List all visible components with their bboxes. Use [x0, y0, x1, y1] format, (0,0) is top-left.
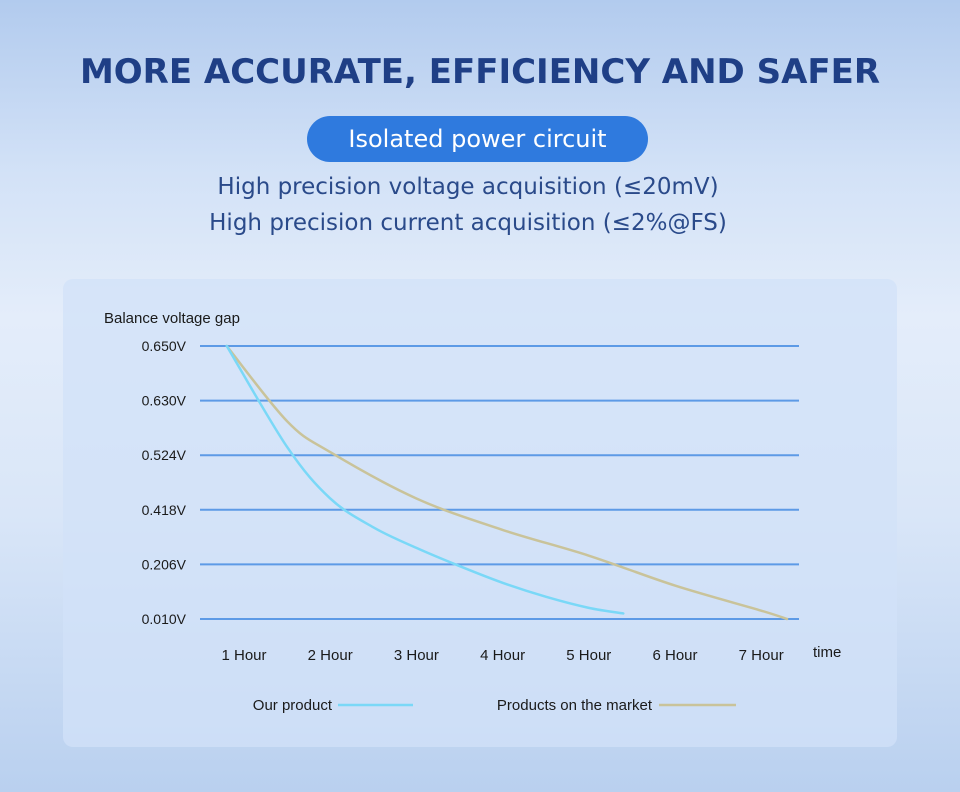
x-tick-label: 3 Hour	[394, 647, 439, 664]
y-tick-label: 0.524V	[142, 447, 187, 463]
chart-card	[63, 279, 897, 747]
x-tick-label: 4 Hour	[480, 647, 525, 664]
y-tick-label: 0.206V	[142, 556, 187, 572]
y-tick-label: 0.010V	[142, 611, 187, 627]
y-tick-label: 0.630V	[142, 393, 187, 409]
feature-badge: Isolated power circuit	[307, 116, 648, 162]
x-axis-title: time	[813, 644, 841, 661]
x-tick-label: 5 Hour	[566, 647, 611, 664]
spec-voltage-line: High precision voltage acquisition (≤20m…	[217, 174, 719, 200]
x-tick-label: 7 Hour	[739, 647, 784, 664]
legend-label: Our product	[253, 697, 333, 714]
page-title: MORE ACCURATE, EFFICIENCY AND SAFER	[79, 52, 881, 92]
series-line-our-product	[225, 344, 625, 615]
series-line-market	[225, 344, 789, 621]
y-tick-label: 0.418V	[142, 502, 187, 518]
x-tick-label: 6 Hour	[652, 647, 697, 664]
spec-current-line: High precision current acquisition (≤2%@…	[209, 210, 727, 236]
y-axis-title: Balance voltage gap	[104, 310, 240, 327]
y-tick-label: 0.650V	[142, 338, 187, 354]
x-tick-label: 1 Hour	[221, 647, 266, 664]
legend-label: Products on the market	[497, 697, 653, 714]
x-tick-label: 2 Hour	[308, 647, 353, 664]
